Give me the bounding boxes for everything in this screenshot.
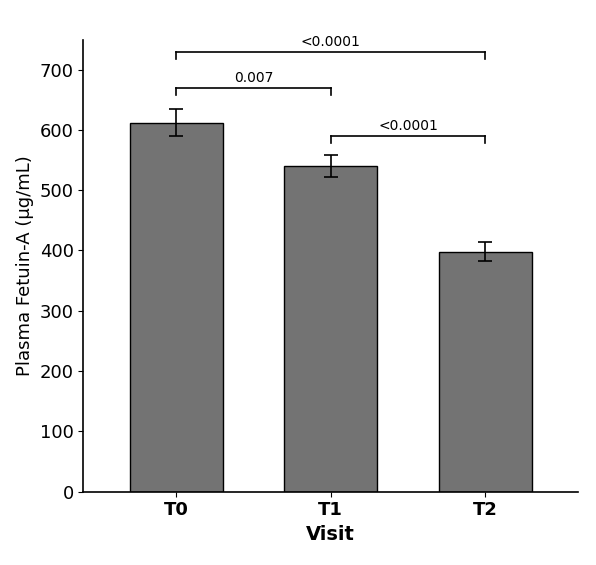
Text: <0.0001: <0.0001	[301, 34, 361, 49]
X-axis label: Visit: Visit	[306, 525, 355, 544]
Text: <0.0001: <0.0001	[378, 119, 438, 133]
Bar	[284, 166, 377, 492]
Text: 0.007: 0.007	[234, 71, 273, 85]
Y-axis label: Plasma Fetuin-A (µg/mL): Plasma Fetuin-A (µg/mL)	[16, 155, 34, 376]
Bar	[130, 123, 222, 492]
Bar	[439, 251, 532, 492]
